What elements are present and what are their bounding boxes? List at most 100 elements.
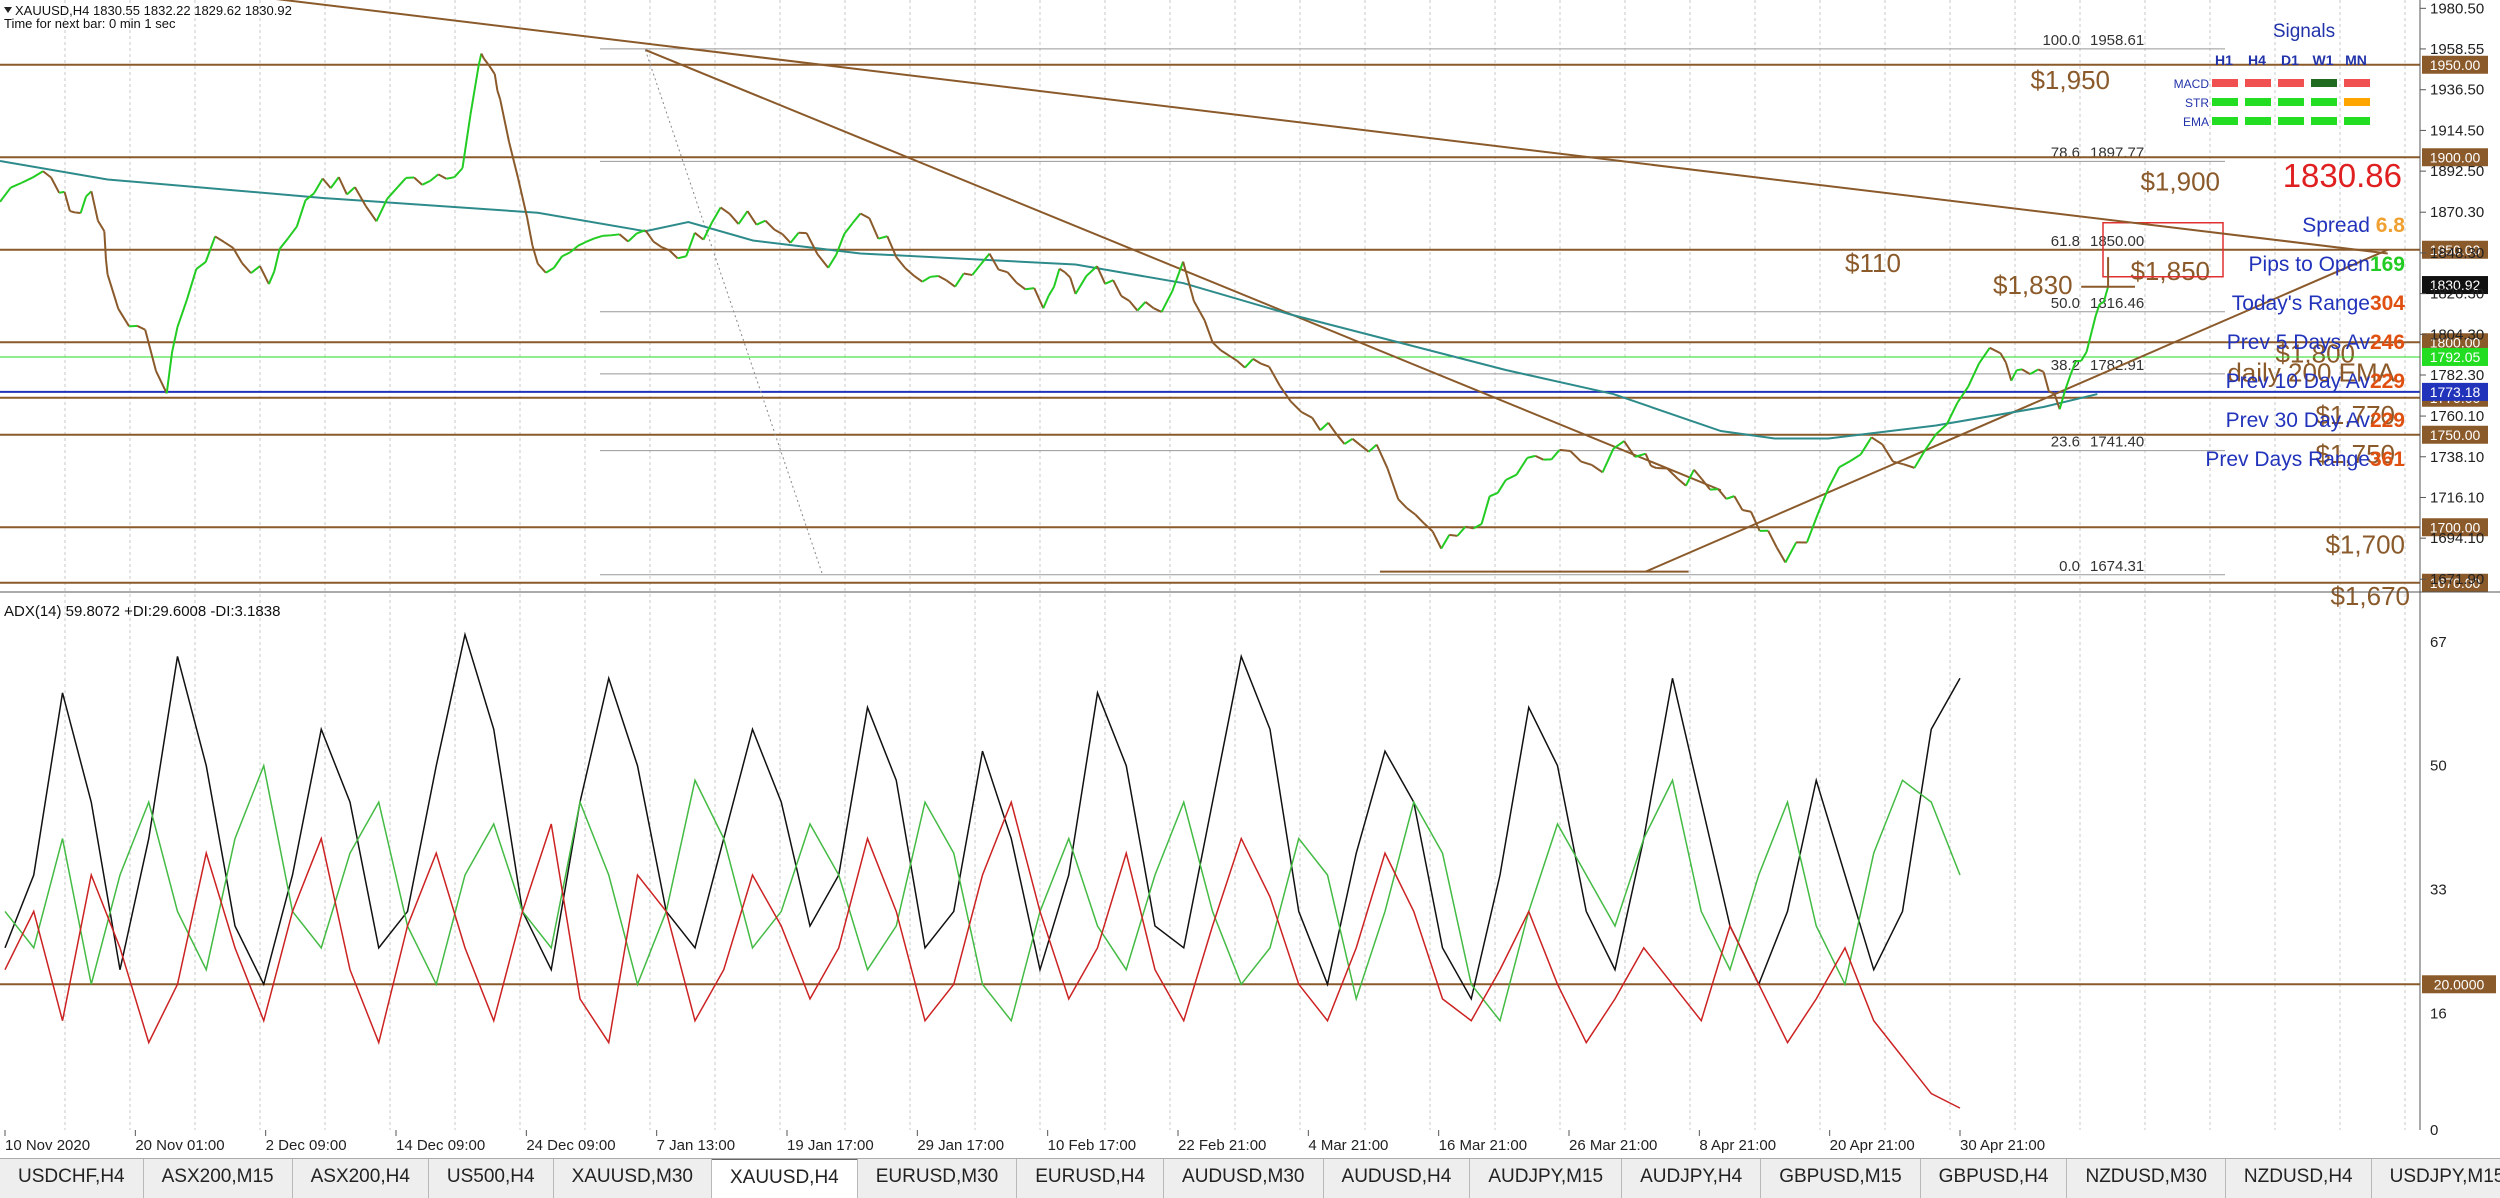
signal-cell (2278, 79, 2304, 87)
tab-gbpusd-m15[interactable]: GBPUSD,M15 (1761, 1159, 1920, 1198)
fib-ratio: 100.0 (2042, 32, 2080, 49)
timer-line: Time for next bar: 0 min 1 sec (4, 16, 176, 31)
time-tick-label: 10 Feb 17:00 (1048, 1137, 1136, 1154)
stat-label: Prev 30 Day Av (2226, 409, 2371, 432)
time-tick-label: 20 Apr 21:00 (1830, 1137, 1915, 1154)
stat-label: Pips to Open (2249, 253, 2370, 276)
tab-audjpy-h4[interactable]: AUDJPY,H4 (1622, 1159, 1761, 1198)
fib-ratio: 38.2 (2051, 357, 2080, 374)
stat-value: 304 (2370, 292, 2405, 315)
signal-cell (2245, 98, 2271, 106)
time-tick-label: 14 Dec 09:00 (396, 1137, 485, 1154)
tab-audjpy-m15[interactable]: AUDJPY,M15 (1470, 1159, 1622, 1198)
price-segment (930, 276, 938, 277)
tab-usdchf-h4[interactable]: USDCHF,H4 (0, 1159, 144, 1198)
time-tick-label: 26 Mar 21:00 (1569, 1137, 1657, 1154)
tab-asx200-m15[interactable]: ASX200,M15 (144, 1159, 293, 1198)
stat-value: 169 (2370, 253, 2405, 276)
tab-xauusd-h4[interactable]: XAUUSD,H4 (712, 1158, 858, 1198)
tab-audusd-h4[interactable]: AUDUSD,H4 (1324, 1159, 1471, 1198)
special-badge: 1773.18 (2430, 384, 2481, 400)
fib-ratio: 23.6 (2051, 434, 2080, 451)
time-tick-label: 30 Apr 21:00 (1960, 1137, 2045, 1154)
level-label: $1,850 (2130, 256, 2210, 286)
time-tick-label: 7 Jan 13:00 (657, 1137, 735, 1154)
signals-row-label: EMA (2183, 115, 2209, 129)
tab-usdjpy-m15[interactable]: USDJPY,M15 (2372, 1159, 2500, 1198)
price-segment (1560, 450, 1571, 451)
level-label: $1,700 (2325, 529, 2405, 559)
price-segment (1449, 535, 1457, 536)
axis-tick-label: 1671.90 (2430, 571, 2484, 588)
fib-value: 1850.00 (2090, 233, 2144, 250)
time-tick-label: 8 Apr 21:00 (1699, 1137, 1776, 1154)
adx-level-badge: 20.0000 (2434, 976, 2485, 992)
axis-tick-label: 1870.30 (2430, 204, 2484, 221)
time-tick-label: 20 Nov 01:00 (135, 1137, 224, 1154)
stat-line: Pips to Open169 (2249, 253, 2405, 276)
level-badge: 1950.00 (2430, 57, 2481, 73)
price-segment (70, 211, 75, 212)
stat-line: Prev Days Range361 (2205, 448, 2405, 471)
adx-tick-label: 67 (2430, 634, 2447, 651)
stat-value: 246 (2370, 331, 2405, 354)
current-price: 1830.86 (2283, 157, 2402, 194)
tab-eurusd-m30[interactable]: EURUSD,M30 (858, 1159, 1017, 1198)
time-tick-label: 24 Dec 09:00 (526, 1137, 615, 1154)
time-tick-label: 4 Mar 21:00 (1308, 1137, 1388, 1154)
stat-line: Prev 10 Day Av229 (2226, 370, 2405, 393)
stat-label: Prev Days Range (2205, 448, 2370, 471)
tab-us500-h4[interactable]: US500,H4 (429, 1159, 554, 1198)
tab-gbpusd-h4[interactable]: GBPUSD,H4 (1921, 1159, 2068, 1198)
price-segment (611, 234, 620, 235)
adx-label: ADX(14) 59.8072 +DI:29.6008 -DI:3.1838 (4, 603, 280, 620)
tab-asx200-h4[interactable]: ASX200,H4 (293, 1159, 429, 1198)
axis-tick-label: 1738.10 (2430, 449, 2484, 466)
signal-cell (2212, 117, 2238, 125)
fib-value: 1958.61 (2090, 32, 2144, 49)
adx-tick-label: 33 (2430, 882, 2447, 899)
tab-xauusd-m30[interactable]: XAUUSD,M30 (554, 1159, 712, 1198)
signal-cell (2212, 98, 2238, 106)
signal-cell (2344, 117, 2370, 125)
signal-cell (2245, 117, 2271, 125)
axis-tick-label: 1826.30 (2430, 286, 2484, 303)
signals-title: Signals (2273, 21, 2335, 42)
price-annotation: $1,830 (1993, 270, 2073, 300)
fib-value: 1897.77 (2090, 144, 2144, 161)
axis-tick-label: 1892.50 (2430, 163, 2484, 180)
level-label: $1,900 (2140, 166, 2220, 196)
price-segment (602, 235, 611, 236)
stat-label: Today's Range (2232, 292, 2370, 315)
tab-eurusd-h4[interactable]: EURUSD,H4 (1017, 1159, 1164, 1198)
axis-tick-label: 1980.50 (2430, 0, 2484, 17)
time-tick-label: 10 Nov 2020 (5, 1137, 90, 1154)
tab-nzdusd-h4[interactable]: NZDUSD,H4 (2226, 1159, 2372, 1198)
axis-tick-label: 1958.55 (2430, 41, 2484, 58)
time-tick-label: 29 Jan 17:00 (917, 1137, 1004, 1154)
signals-column: W1 (2313, 52, 2334, 68)
stat-value: 229 (2370, 370, 2405, 393)
range-annotation: $110 (1845, 248, 1901, 278)
price-segment (2017, 369, 2022, 370)
stat-line: Prev 30 Day Av229 (2226, 409, 2405, 432)
signal-cell (2278, 98, 2304, 106)
axis-tick-label: 1760.10 (2430, 408, 2484, 425)
special-badge: 1792.05 (2430, 349, 2481, 365)
signal-cell (2344, 79, 2370, 87)
stat-label: Prev 5 Days Av (2227, 331, 2371, 354)
price-segment (1710, 489, 1718, 490)
adx-tick-label: 0 (2430, 1122, 2438, 1139)
fib-ratio: 78.6 (2051, 144, 2080, 161)
stat-line: Prev 5 Days Av246 (2227, 331, 2405, 354)
axis-tick-label: 1716.10 (2430, 489, 2484, 506)
signal-cell (2311, 117, 2337, 125)
time-tick-label: 16 Mar 21:00 (1439, 1137, 1527, 1154)
tab-nzdusd-m30[interactable]: NZDUSD,M30 (2067, 1159, 2225, 1198)
tab-audusd-m30[interactable]: AUDUSD,M30 (1164, 1159, 1323, 1198)
price-segment (1025, 288, 1034, 289)
stat-value: 361 (2370, 448, 2405, 471)
axis-tick-label: 1848.30 (2430, 245, 2484, 262)
